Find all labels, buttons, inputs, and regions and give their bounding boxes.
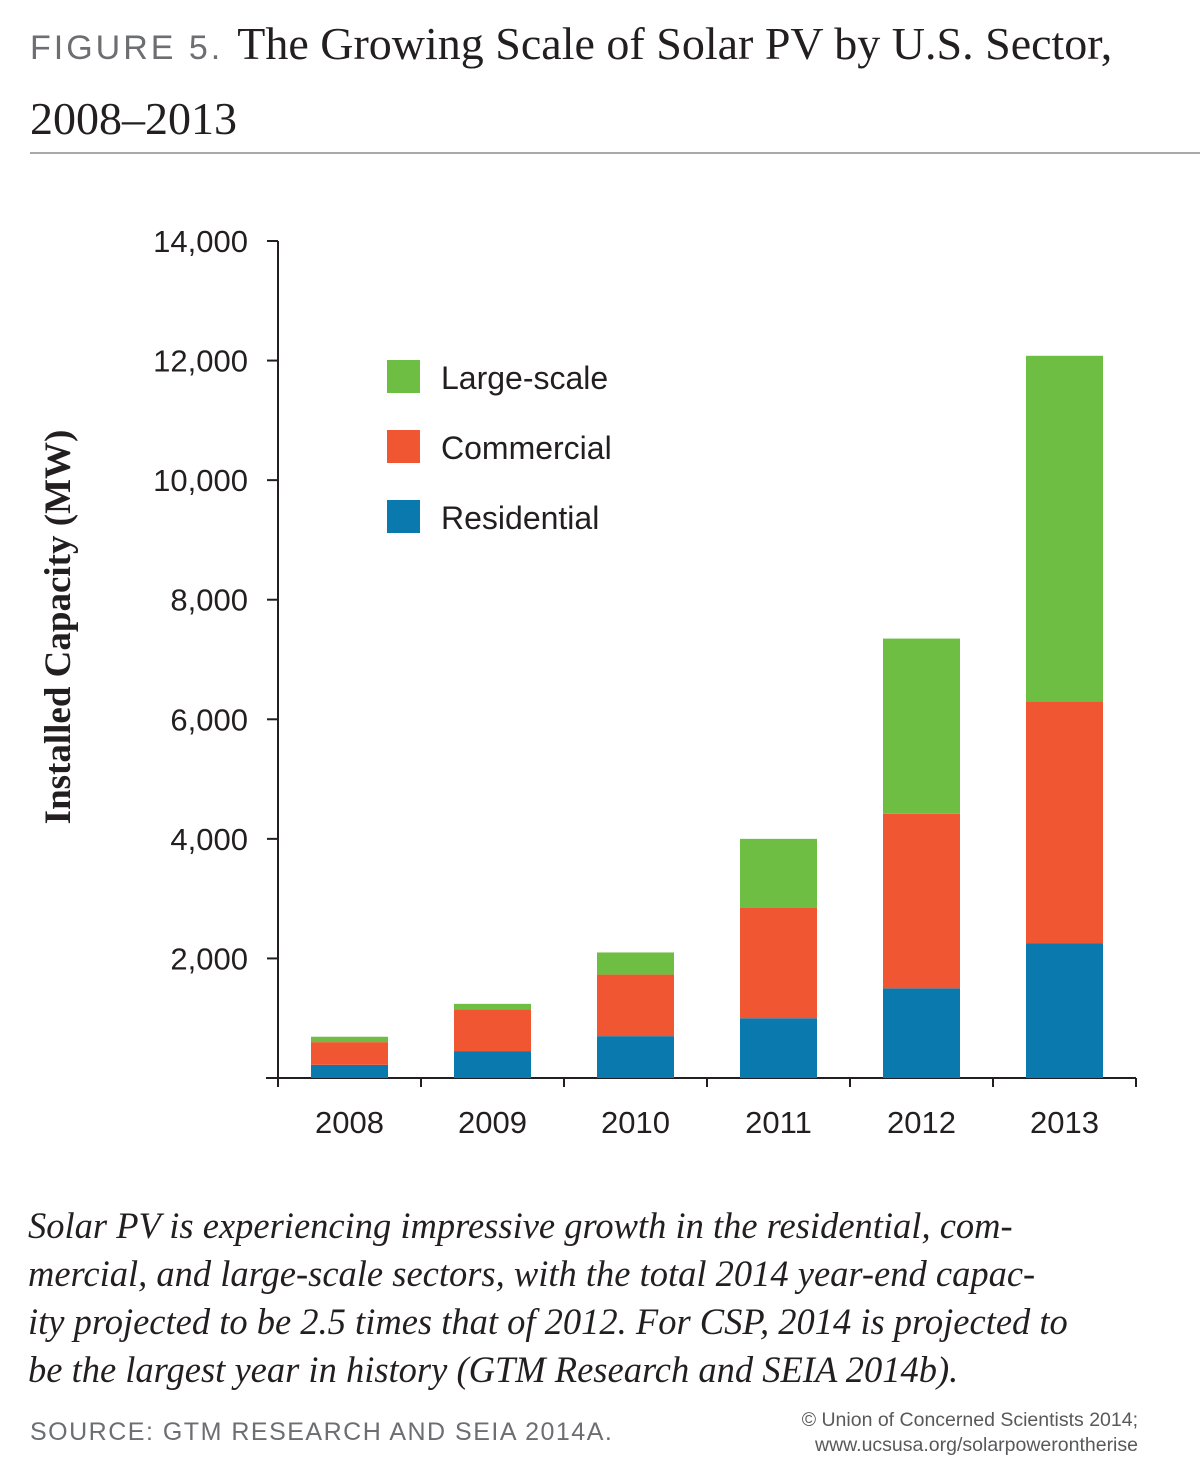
x-tick-label: 2013 <box>1030 1105 1099 1140</box>
x-tick-label: 2011 <box>745 1105 812 1140</box>
bar-commercial-2011 <box>740 907 817 1019</box>
y-tick-label: 14,000 <box>153 224 248 259</box>
figure-header: FIGURE 5. The Growing Scale of Solar PV b… <box>30 12 1180 162</box>
figure-title: The Growing Scale of Solar PV by U.S. Se… <box>237 18 1113 69</box>
caption-line: Solar PV is experiencing impressive grow… <box>28 1205 1013 1246</box>
legend-swatch-commercial <box>387 430 420 463</box>
y-axis: 2,000 4,000 6,000 8,000 10,000 12,000 14,000 <box>153 224 279 1086</box>
header-divider <box>30 152 1200 154</box>
figure-label: FIGURE 5. <box>30 29 224 67</box>
x-tick-label: 2010 <box>601 1105 670 1140</box>
bar-commercial-2012 <box>883 813 960 989</box>
legend-label-commercial: Commercial <box>441 430 612 466</box>
legend-swatch-residential <box>387 500 420 533</box>
y-tick-label: 4,000 <box>170 822 248 857</box>
bar-commercial-2010 <box>597 974 674 1037</box>
y-tick-label: 10,000 <box>153 463 248 498</box>
x-tick-label: 2009 <box>458 1105 527 1140</box>
caption-line: ity projected to be 2.5 times that of 20… <box>28 1301 1068 1342</box>
bar-large-scale-2011 <box>740 838 817 908</box>
bar-large-scale-2013 <box>1026 355 1103 702</box>
caption-line: be the largest year in history (GTM Rese… <box>28 1349 959 1390</box>
y-tick-label: 6,000 <box>170 702 248 737</box>
legend-label-residential: Residential <box>441 500 599 536</box>
bar-commercial-2008 <box>311 1042 388 1065</box>
bar-residential-2008 <box>311 1064 388 1078</box>
y-tick-label: 12,000 <box>153 344 248 379</box>
legend-label-large-scale: Large-scale <box>441 360 608 396</box>
y-tick-label: 8,000 <box>170 583 248 618</box>
figure-title-years: 2008–2013 <box>30 93 237 144</box>
bar-large-scale-2012 <box>883 638 960 814</box>
copyright-line: © Union of Concerned Scientists 2014; <box>801 1409 1138 1431</box>
bar-large-scale-2010 <box>597 952 674 975</box>
bar-residential-2010 <box>597 1036 674 1078</box>
bar-commercial-2009 <box>454 1009 531 1052</box>
y-axis-title: Installed Capacity (MW) <box>38 430 79 825</box>
bar-large-scale-2008 <box>311 1036 388 1043</box>
figure-caption: Solar PV is experiencing impressive grow… <box>28 1202 1178 1394</box>
bar-residential-2011 <box>740 1018 817 1078</box>
bar-commercial-2013 <box>1026 701 1103 944</box>
source-note: SOURCE: GTM RESEARCH AND SEIA 2014A. <box>30 1418 614 1446</box>
y-tick-label: 2,000 <box>170 941 248 976</box>
website-url: www.ucsusa.org/solarpowerontherise <box>815 1434 1138 1456</box>
x-tick-label: 2012 <box>887 1105 956 1140</box>
bar-residential-2012 <box>883 988 960 1078</box>
legend: Large-scale Commercial Residential <box>387 360 612 536</box>
x-tick-label: 2008 <box>315 1105 384 1140</box>
x-axis: 2008 2009 2010 2011 2012 2013 <box>266 1077 1137 1140</box>
caption-line: mercial, and large-scale sectors, with t… <box>28 1253 1036 1294</box>
bars <box>311 355 1103 1078</box>
bar-residential-2013 <box>1026 943 1103 1078</box>
copyright-credit: © Union of Concerned Scientists 2014; ww… <box>802 1408 1138 1458</box>
bar-residential-2009 <box>454 1051 531 1078</box>
stacked-bar-chart: 2,000 4,000 6,000 8,000 10,000 12,000 14,000 2… <box>38 224 1137 1140</box>
legend-swatch-large-scale <box>387 360 420 393</box>
bar-large-scale-2009 <box>454 1003 531 1010</box>
